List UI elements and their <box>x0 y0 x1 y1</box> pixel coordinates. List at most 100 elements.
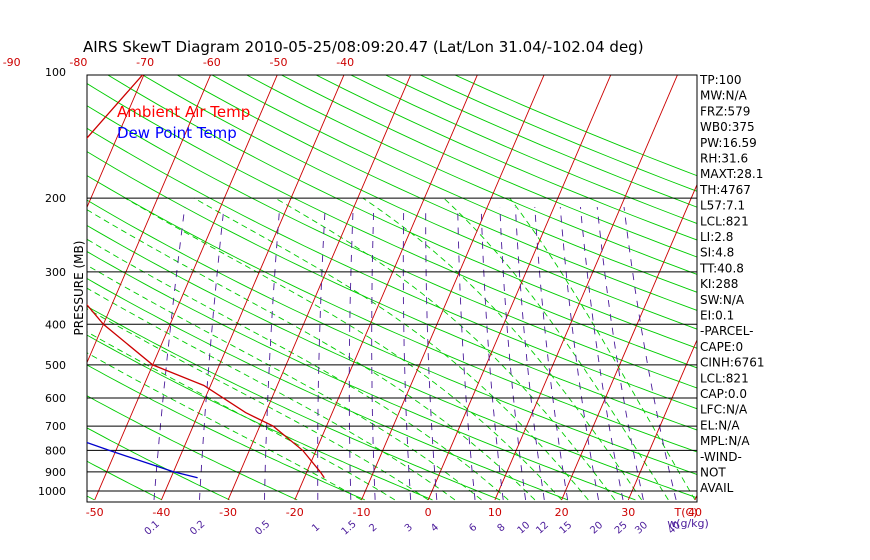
dry-adiabat <box>0 72 27 500</box>
stability-index-line: WB0:375 <box>700 120 755 134</box>
pressure-tick-label: 500 <box>45 359 66 372</box>
pressure-tick-label: 700 <box>45 420 66 433</box>
isotherm <box>294 75 478 501</box>
profile-traces <box>87 75 325 479</box>
stability-index-line: SI:4.8 <box>700 246 734 260</box>
moist-adiabat <box>443 197 669 501</box>
stability-index-line: NOT <box>700 466 726 480</box>
plot-area <box>0 72 697 501</box>
pressure-tick-label: 900 <box>45 466 66 479</box>
mixing-ratio-tick-label: 30 <box>633 520 650 537</box>
mixing-ratio-tick-label: 8 <box>495 522 507 534</box>
mixing-ratio-line <box>534 206 569 500</box>
stability-index-line: L57:7.1 <box>700 199 745 213</box>
mixing-ratio-line <box>559 206 599 500</box>
dew-point-line <box>87 441 198 479</box>
pressure-tick-label: 300 <box>45 266 66 279</box>
bottom-temp-tick-label: 40 <box>688 506 702 519</box>
isotherm <box>0 72 78 500</box>
mixing-ratio-line <box>153 206 186 500</box>
stability-index-line: TT:40.8 <box>699 261 744 275</box>
mixing-ratio-tick-label: 6 <box>467 522 479 534</box>
stability-index-line: -WIND- <box>700 450 742 464</box>
mixing-ratio-line <box>457 206 476 500</box>
mixing-ratio-line <box>480 206 504 500</box>
isotherm <box>87 75 145 209</box>
dry-adiabat <box>87 127 697 410</box>
moist-adiabat <box>87 264 482 501</box>
mixing-ratio-line <box>317 206 326 500</box>
dry-adiabat <box>87 83 697 369</box>
stability-index-line: RH:31.6 <box>700 152 748 166</box>
moist-adiabat <box>193 197 589 501</box>
dry-adiabat <box>87 364 365 501</box>
bottom-temp-tick-label: -40 <box>152 506 170 519</box>
mixing-ratio-line <box>402 206 412 500</box>
mixing-ratio-tick-label: 0.5 <box>253 519 272 538</box>
top-temp-tick-label: -60 <box>203 56 221 69</box>
bottom-temp-tick-label: 20 <box>555 506 569 519</box>
dry-adiabat <box>87 460 163 501</box>
isotherm <box>87 75 212 364</box>
dry-adiabat <box>87 251 636 501</box>
mixing-ratio-tick-label: 25 <box>613 520 630 537</box>
dry-adiabat <box>87 151 697 431</box>
dry-adiabat <box>87 105 697 389</box>
legend-dew-point: Dew Point Temp <box>117 124 237 142</box>
y-axis-label: PRESSURE (MB) <box>72 241 86 336</box>
mixing-ratio-tick-label: 0.2 <box>188 519 207 538</box>
moist-adiabat <box>87 238 509 501</box>
isotherm <box>627 338 697 501</box>
mixing-ratio-line <box>199 206 225 500</box>
dry-adiabat <box>349 75 697 224</box>
bottom-temp-tick-label: -30 <box>219 506 237 519</box>
mixing-ratio-tick-label: 20 <box>588 520 605 537</box>
dry-adiabat <box>453 75 697 177</box>
isotherm <box>0 72 12 500</box>
dry-adiabat <box>176 75 697 311</box>
stability-index-line: CINH:6761 <box>700 356 765 370</box>
stability-index-line: SW:N/A <box>700 293 745 307</box>
dry-adiabat <box>87 305 501 501</box>
isotherm <box>160 75 345 501</box>
pressure-tick-label: 200 <box>45 192 66 205</box>
pressure-tick-label: 600 <box>45 392 66 405</box>
mixing-ratio-tick-label: 10 <box>516 520 533 537</box>
dry-adiabat <box>107 75 697 349</box>
isotherm <box>227 75 412 501</box>
pressure-tick-label: 800 <box>45 444 66 457</box>
stability-index-line: MPL:N/A <box>700 434 750 448</box>
mixing-ratio-line <box>371 206 376 500</box>
mixing-ratio-tick-label: 4 <box>429 522 441 534</box>
moist-adiabat <box>274 197 616 501</box>
mixing-ratio-tick-label: 1 <box>310 522 322 534</box>
mixing-ratio-tick-label: 15 <box>558 520 575 537</box>
stability-index-line: EI:0.1 <box>700 309 734 323</box>
stability-index-line: MAXT:28.1 <box>700 167 763 181</box>
dry-adiabat <box>87 175 697 453</box>
dry-adiabat <box>211 75 697 293</box>
moist-adiabat <box>124 197 562 501</box>
temp-unit-label: T(C) <box>674 506 698 519</box>
stability-index-line: MW:N/A <box>700 89 748 103</box>
mixing-ratio-line <box>264 206 281 500</box>
dry-adiabat <box>87 395 298 501</box>
stability-index-line: KI:288 <box>700 277 738 291</box>
chart-title: AIRS SkewT Diagram 2010-05-25/08:09:20.4… <box>83 38 644 56</box>
dry-adiabat <box>87 199 697 475</box>
top-temp-tick-label: -90 <box>3 56 21 69</box>
bottom-temp-tick-label: -20 <box>286 506 304 519</box>
top-temp-tick-label: -40 <box>336 56 354 69</box>
dry-adiabat <box>87 278 568 501</box>
top-temp-tick-label: -50 <box>270 56 288 69</box>
bottom-temp-tick-label: 0 <box>425 506 432 519</box>
isotherm <box>494 75 678 501</box>
stability-index-line: AVAIL <box>700 481 734 495</box>
mixing-ratio-tick-label: 12 <box>534 520 551 537</box>
moist-adiabat <box>362 197 642 501</box>
moist-adiabat <box>87 331 396 501</box>
top-temp-tick-label: -70 <box>136 56 154 69</box>
stability-index-line: -PARCEL- <box>700 324 754 338</box>
